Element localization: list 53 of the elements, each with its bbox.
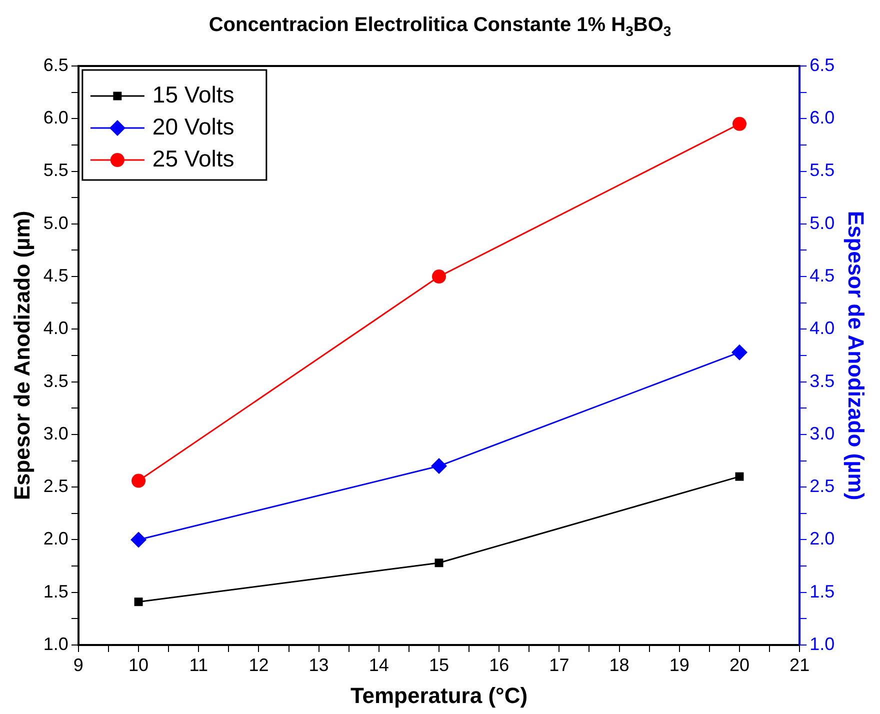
point xyxy=(731,344,748,360)
x-tick-label: 16 xyxy=(489,654,510,675)
y2-tick-label: 1.5 xyxy=(810,581,835,602)
x-tick-label: 17 xyxy=(549,654,570,675)
point xyxy=(130,532,147,548)
point xyxy=(735,472,744,481)
y2-tick-label: 3.5 xyxy=(810,370,835,391)
y-tick-label: 2.5 xyxy=(43,476,68,496)
y-tick-label: 2.0 xyxy=(43,528,68,549)
point xyxy=(132,474,146,488)
x-tick-label: 15 xyxy=(428,654,450,675)
y2-axis-title: Espesor de Anodizado (µm) xyxy=(844,210,869,500)
legend-label: 15 Volts xyxy=(152,81,234,108)
x-tick-label: 12 xyxy=(248,654,269,675)
y-tick-label: 6.0 xyxy=(43,108,68,128)
y2-tick-label: 5.0 xyxy=(810,212,835,233)
y-tick-label: 6.5 xyxy=(43,54,68,75)
y2-tick-label: 4.0 xyxy=(810,318,835,338)
y-tick-label: 4.0 xyxy=(43,318,68,338)
y-tick-label: 4.5 xyxy=(43,266,68,286)
y-tick-label: 5.5 xyxy=(43,160,68,180)
y2-tick-label: 6.5 xyxy=(810,54,835,75)
y2-tick-label: 5.5 xyxy=(810,160,835,180)
point xyxy=(732,116,746,131)
y-tick-label: 3.5 xyxy=(43,370,68,391)
x-tick-label: 18 xyxy=(609,654,630,675)
point xyxy=(431,458,447,474)
y-tick-label: 1.5 xyxy=(43,581,68,602)
x-tick-label: 11 xyxy=(189,654,208,675)
x-tick-label: 14 xyxy=(368,654,389,675)
y2-tick-label: 2.0 xyxy=(810,528,835,549)
x-tick-label: 20 xyxy=(729,654,750,675)
x-tick-label: 10 xyxy=(128,654,149,675)
y2-tick-label: 3.0 xyxy=(810,423,835,444)
point xyxy=(134,598,143,606)
x-tick-label: 9 xyxy=(73,654,84,675)
y2-tick-label: 6.0 xyxy=(810,108,835,128)
chart-title: Concentracion Electrolitica Constante 1% H$_{3}$BO$_{3}$ xyxy=(208,14,672,39)
x-axis-title: Temperatura (°C) xyxy=(350,682,528,708)
x-tick-label: 13 xyxy=(308,654,329,675)
y2-tick-label: 1.0 xyxy=(810,634,835,654)
y2-tick-label: 2.5 xyxy=(810,476,835,496)
point xyxy=(432,270,446,284)
x-tick-label: 21 xyxy=(790,654,810,675)
y2-tick-label: 4.5 xyxy=(810,266,835,286)
y-tick-label: 5.0 xyxy=(43,212,68,233)
point xyxy=(434,558,444,568)
x-tick-label: 19 xyxy=(669,654,690,675)
legend-label: 25 Volts xyxy=(152,145,234,172)
y-tick-label: 3.0 xyxy=(43,423,68,444)
legend-label: 20 Volts xyxy=(152,113,234,140)
y-tick-label: 1.0 xyxy=(43,634,68,654)
y-axis-title: Espesor de Anodizado (µm) xyxy=(9,210,34,500)
